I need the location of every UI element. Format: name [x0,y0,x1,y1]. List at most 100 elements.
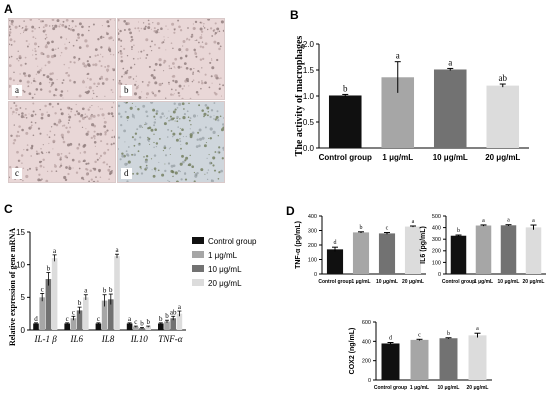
chart-c-significance-letter: d [34,315,38,323]
chart-d-tnf-y-tick-label: 0 [314,272,317,278]
chart-c-bar [170,318,176,330]
chart-c-bar [145,326,151,330]
chart-c-significance-letter: c [66,315,69,323]
chart-b-x-tick-label: 20 μg/mL [485,153,520,162]
chart-d-il6-y-axis-label: IL6 (pg/mL) [420,226,427,264]
chart-d-cox2-significance-letter: c [418,332,421,338]
chart-b-y-tick-label: 2.0 [303,40,315,49]
chart-b-y-tick-label: 1.0 [303,92,315,101]
chart-d-il6-bar [525,227,542,274]
chart-d-cox2-significance-letter: d [389,335,392,341]
chart-c-legend-swatch [192,279,204,286]
chart-b-significance-letter: b [343,83,348,93]
chart-b-bar [433,69,467,148]
chart-c-legend-swatch [192,237,204,244]
chart-d-tnf-bar [326,249,344,274]
chart-b-x-tick-label: 1 μg/mL [382,153,413,162]
chart-c-bar [126,323,133,330]
chart-c-significance-letter: c [41,285,44,293]
chart-d-il6-x-tick-label: 10 μg/mL [498,279,520,285]
chart-c-y-tick-label: 10 [16,260,25,269]
micrograph-d: d [117,101,225,183]
chart-d-tnf-bar [404,226,422,274]
chart-c-legend-label: 10 μg/mL [208,265,242,274]
chart-d-cox2-y-tick-label: 600 [362,320,371,326]
chart-d-tnf-y-tick-label: 300 [308,228,317,234]
chart-d-cox2-y-axis-label: COX2 (ng/mL) [349,328,356,375]
panel-c-label: C [4,202,13,216]
chart-d-tnf-x-tick-label: Control group [318,279,351,285]
chart-c-significance-letter: b [159,315,163,323]
chart-b-significance-letter: ab [499,73,508,83]
chart-c-bar [83,297,89,330]
chart-d-il6-bar [450,235,467,274]
micrograph-texture [118,19,224,99]
chart-c-bar [70,318,77,330]
chart-d-cox2-y-tick-label: 200 [362,359,371,365]
chart-d-il6-y-tick-label: 500 [432,214,441,220]
micrograph-texture [9,19,115,99]
chart-c-bar [164,321,170,330]
chart-c-bar [33,323,39,330]
chart-b-significance-letter: a [448,57,452,67]
chart-d-il6-x-tick-label: Control group [442,279,475,285]
chart-d-tnf-significance-letter: c [386,226,389,232]
chart-b-x-tick-label: 10 μg/mL [433,153,468,162]
chart-d-cox2-significance-letter: a [476,326,479,332]
chart-c-x-tick-label: IL6 [70,334,84,344]
micrograph-texture [9,102,115,182]
chart-d-il6-bar [500,225,517,274]
chart-d-il6-y-tick-label: 100 [432,260,441,266]
micrograph-label: a [12,85,22,96]
chart-d-il6-y-tick-label: 400 [432,226,441,232]
chart-d-cox2-bar [381,343,400,380]
chart-b-x-tick-label: Control group [319,153,372,162]
chart-d-tnf-bar [352,232,370,274]
chart-b-bar [486,85,520,148]
chart-d-tnf-bar [378,233,396,274]
chart-d-il6-y-tick-label: 300 [432,237,441,243]
chart-c-bar [108,299,114,330]
chart-b-significance-letter: a [396,51,400,61]
chart-c-significance-letter: c [134,318,137,326]
chart-d-cox2-y-tick-label: 0 [368,378,371,384]
chart-c-legend-label: 20 μg/mL [208,279,242,288]
chart-c-y-tick-label: 0 [21,326,26,335]
chart-c-significance-letter: a [53,247,57,255]
panel-d-label: D [286,204,295,218]
chart-c-significance-letter: b [140,319,144,327]
micrograph-b: b [117,18,225,100]
chart-c-legend-label: Control group [208,237,257,246]
chart-d-cox2-x-tick-label: 20 μg/mL [467,385,489,391]
chart-c-x-tick-label: TNF-α [158,334,183,344]
chart-c-y-tick-label: 5 [21,293,26,302]
micrograph-label: d [121,168,132,179]
chart-c-significance-letter: a [128,315,132,323]
chart-c-significance-letter: b [78,299,82,307]
chart-b-y-tick-label: 1.5 [303,66,315,75]
chart-c-significance-letter: b [103,287,107,295]
chart-b-y-tick-label: 0.0 [303,144,315,153]
chart-d-tnf-x-tick-label: 20 μg/mL [402,279,424,285]
chart-d-tnf-x-tick-label: 1 μg/mL [351,279,370,285]
chart-c-bar [139,328,145,330]
micrograph-a: a [8,18,116,100]
chart-c-x-tick-label: IL-1 β [33,334,57,344]
panel-a-label: A [4,2,13,16]
chart-c-significance-letter: a [84,287,88,295]
chart-c-legend-swatch [192,251,204,258]
chart-d-il6-y-tick-label: 200 [432,249,441,255]
chart-c-significance-letter: c [72,308,75,316]
chart-b-bar [328,95,362,148]
chart-d-cox2-x-tick-label: 1 μg/mL [410,385,429,391]
chart-d-il6: 0 100 200 300 400 500 b Control group a 1 μg/mL a 1… [420,214,546,285]
chart-c-y-axis-label: Relative expression of gene mRNA [8,228,17,346]
chart-c-bar [95,323,102,330]
chart-c-significance-letter: ab [170,308,177,316]
chart-d-il6-significance-letter: a [507,218,510,224]
chart-d-tnf-alpha: 0 100 200 300 400 d Control group b 1 μg/mL c 10 μ… [295,214,426,285]
micrograph-label: b [121,85,132,96]
chart-c-significance-letter: b [165,312,169,320]
chart-d-cox2-significance-letter: b [447,331,450,337]
